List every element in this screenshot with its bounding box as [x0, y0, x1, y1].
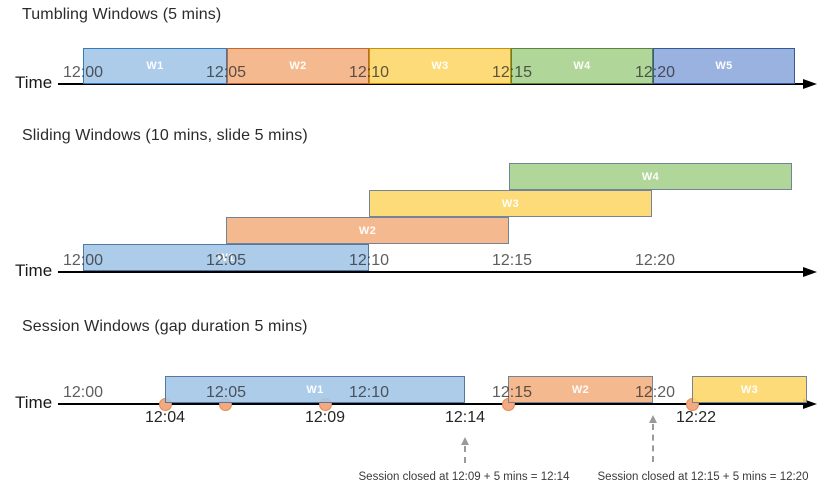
session-windows-session-close-arrowline-1: [464, 446, 466, 463]
tumbling-windows-time-axis-label: Time: [15, 73, 53, 92]
session-windows-window-bar-w3: [692, 376, 807, 403]
session-windows-title: Session Windows (gap duration 5 mins): [22, 318, 308, 335]
sliding-windows-tick-1205: 12:05: [205, 252, 247, 269]
tumbling-windows-window-bar-w4: [511, 48, 653, 84]
sliding-windows-time-axis-line: [58, 271, 803, 273]
sliding-windows-tick-1210: 12:10: [348, 252, 390, 269]
session-windows-window-bar-w1: [165, 376, 465, 403]
session-windows-event-time-1222: 12:22: [675, 409, 717, 426]
session-windows-session-close-annotation-2: Session closed at 12:15 + 5 mins = 12:20: [597, 471, 809, 483]
sliding-windows-time-axis-arrowhead: [803, 267, 817, 277]
session-windows-session-close-annotation-1: Session closed at 12:09 + 5 mins = 12:14: [358, 471, 570, 483]
sliding-windows-tick-1220: 12:20: [634, 252, 676, 269]
tumbling-windows-window-bar-w3: [369, 48, 511, 84]
sliding-windows-window-bar-w4: [509, 163, 792, 190]
session-windows-time-axis-line: [58, 403, 803, 405]
session-windows-tick-1200: 12:00: [62, 384, 104, 401]
session-windows-tick-1215: 12:15: [491, 384, 533, 401]
sliding-windows-tick-1200: 12:00: [62, 252, 104, 269]
session-windows-session-close-arrowline-2: [652, 424, 654, 462]
session-windows-time-axis-arrowhead: [803, 399, 817, 409]
tumbling-windows-time-axis-arrowhead: [803, 79, 817, 89]
tumbling-windows-title: Tumbling Windows (5 mins): [22, 6, 222, 23]
tumbling-windows-tick-1220: 12:20: [634, 64, 676, 81]
session-windows-window-bar-w2: [508, 376, 653, 403]
session-windows-session-close-arrowhead-2: [648, 415, 657, 423]
session-windows-time-axis-label: Time: [15, 393, 53, 412]
sliding-windows-time-axis-label: Time: [15, 261, 53, 280]
sliding-windows-window-bar-w3: [369, 190, 652, 217]
session-windows-session-close-arrowhead-1: [460, 437, 469, 445]
tumbling-windows-tick-1205: 12:05: [205, 64, 247, 81]
session-windows-tick-1210: 12:10: [348, 384, 390, 401]
tumbling-windows-window-bar-w5: [653, 48, 795, 84]
tumbling-windows-tick-1215: 12:15: [491, 64, 533, 81]
session-windows-tick-1220: 12:20: [634, 384, 676, 401]
sliding-windows-window-bar-w1: [83, 244, 369, 271]
sliding-windows-window-bar-w2: [226, 217, 509, 244]
sliding-windows-title: Sliding Windows (10 mins, slide 5 mins): [22, 127, 308, 144]
tumbling-windows-time-axis-line: [58, 83, 803, 85]
sliding-windows-tick-1215: 12:15: [491, 252, 533, 269]
session-windows-event-time-1209: 12:09: [304, 409, 346, 426]
tumbling-windows-tick-1200: 12:00: [62, 64, 104, 81]
session-windows-event-time-1214: 12:14: [444, 409, 486, 426]
session-windows-tick-1205: 12:05: [205, 384, 247, 401]
tumbling-windows-window-bar-w1: [83, 48, 227, 84]
session-windows-event-time-1204: 12:04: [144, 409, 186, 426]
tumbling-windows-tick-1210: 12:10: [348, 64, 390, 81]
tumbling-windows-window-bar-w2: [227, 48, 369, 84]
